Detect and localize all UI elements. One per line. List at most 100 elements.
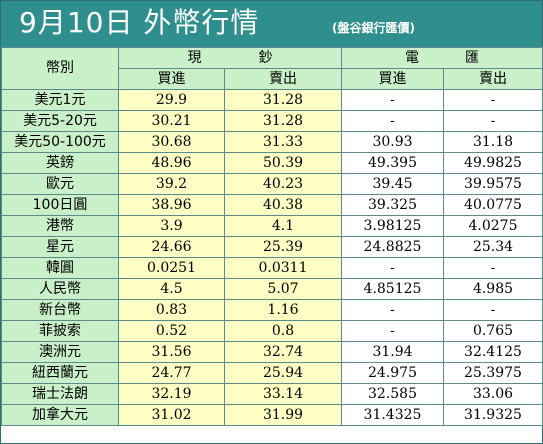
tt-sell-cell: 33.06 xyxy=(443,383,543,405)
rates-table: 幣別 現 鈔 電 匯 買進 賣出 買進 賣出 xyxy=(1,47,543,426)
table-row: 加拿大元 31.02 31.99 31.4325 31.9325 xyxy=(1,404,543,426)
tt-buy-cell: 32.585 xyxy=(341,383,444,405)
tt-buy-cell: 30.93 xyxy=(341,131,444,153)
cash-sell-cell: 4.1 xyxy=(224,215,342,237)
page-title: 9月10日 外幣行情 xyxy=(19,6,260,39)
currency-name-cell: 港幣 xyxy=(1,215,119,237)
table-row: 星元 24.66 25.39 24.8825 25.34 xyxy=(1,236,543,258)
bank-source-label: (盤谷銀行匯價) xyxy=(332,21,415,35)
currency-name-cell: 美元5-20元 xyxy=(1,110,119,132)
table-row: 港幣 3.9 4.1 3.98125 4.0275 xyxy=(1,215,543,237)
table-row: 歐元 39.2 40.23 39.45 39.9575 xyxy=(1,173,543,195)
cash-sell-cell: 31.33 xyxy=(224,131,342,153)
currency-name-cell: 100日圓 xyxy=(1,194,119,216)
cash-sell-header: 賣出 xyxy=(224,68,342,90)
cash-buy-cell: 32.19 xyxy=(118,383,225,405)
cash-buy-cell: 38.96 xyxy=(118,194,225,216)
cash-buy-cell: 30.68 xyxy=(118,131,225,153)
header-row-group: 幣別 現 鈔 電 匯 xyxy=(1,47,543,90)
tt-sell-cell: 40.0775 xyxy=(443,194,543,216)
tt-buy-cell: 31.94 xyxy=(341,341,444,363)
tt-buy-cell: - xyxy=(341,110,444,132)
cash-sell-cell: 32.74 xyxy=(224,341,342,363)
cash-buy-cell: 0.0251 xyxy=(118,257,225,279)
currency-name-cell: 菲披索 xyxy=(1,320,119,342)
tt-buy-cell: - xyxy=(341,299,444,321)
cash-sell-cell: 0.0311 xyxy=(224,257,342,279)
cash-buy-cell: 4.5 xyxy=(118,278,225,300)
table-row: 美元1元 29.9 31.28- - xyxy=(1,89,543,111)
table-row: 美元50-100元 30.68 31.33 30.93 31.18 xyxy=(1,131,543,153)
tt-sell-cell: 31.18 xyxy=(443,131,543,153)
tt-sell-cell: 25.34 xyxy=(443,236,543,258)
currency-name-cell: 歐元 xyxy=(1,173,119,195)
cash-buy-cell: 48.96 xyxy=(118,152,225,174)
tt-buy-cell: 24.8825 xyxy=(341,236,444,258)
tt-buy-cell: - xyxy=(341,257,444,279)
cash-sell-cell: 33.14 xyxy=(224,383,342,405)
tt-sell-cell: 25.3975 xyxy=(443,362,543,384)
tt-buy-cell: 49.395 xyxy=(341,152,444,174)
table-row: 澳洲元 31.56 32.74 31.94 32.4125 xyxy=(1,341,543,363)
tt-sell-cell: 31.9325 xyxy=(443,404,543,426)
tt-sell-cell: 4.985 xyxy=(443,278,543,300)
currency-name-cell: 英鎊 xyxy=(1,152,119,174)
tt-sell-cell: - xyxy=(443,257,543,279)
cash-sell-cell: 40.23 xyxy=(224,173,342,195)
tt-buy-cell: - xyxy=(341,89,444,111)
cash-sell-cell: 25.39 xyxy=(224,236,342,258)
currency-name-cell: 加拿大元 xyxy=(1,404,119,426)
currency-name-cell: 澳洲元 xyxy=(1,341,119,363)
cash-group-char-2: 鈔 xyxy=(258,49,273,66)
tt-sell-cell: 0.765 xyxy=(443,320,543,342)
cash-sell-cell: 25.94 xyxy=(224,362,342,384)
table-row: 瑞士法朗 32.19 33.14 32.585 33.06 xyxy=(1,383,543,405)
tt-sell-header: 賣出 xyxy=(443,68,543,90)
tt-buy-cell: 3.98125 xyxy=(341,215,444,237)
currency-name-cell: 人民幣 xyxy=(1,278,119,300)
tt-sell-cell: - xyxy=(443,89,543,111)
tt-sell-cell: 32.4125 xyxy=(443,341,543,363)
currency-name-cell: 韓圓 xyxy=(1,257,119,279)
tt-sell-cell: - xyxy=(443,299,543,321)
cash-buy-cell: 0.83 xyxy=(118,299,225,321)
cash-buy-cell: 29.9 xyxy=(118,89,225,111)
currency-name-cell: 星元 xyxy=(1,236,119,258)
cash-buy-cell: 0.52 xyxy=(118,320,225,342)
tt-sell-cell: 49.9825 xyxy=(443,152,543,174)
cash-group-header: 現 鈔 xyxy=(118,47,342,69)
currency-name-cell: 美元1元 xyxy=(1,89,119,111)
cash-buy-cell: 30.21 xyxy=(118,110,225,132)
table-row: 美元5-20元 30.21 31.28- - xyxy=(1,110,543,132)
tt-group-char-2: 匯 xyxy=(465,49,479,66)
cash-sell-cell: 31.28 xyxy=(224,89,342,111)
tt-group-char-1: 電 xyxy=(405,49,419,66)
table-row: 英鎊 48.96 50.39 49.395 49.9825 xyxy=(1,152,543,174)
tt-group-header: 電 匯 xyxy=(341,47,543,69)
cash-sell-cell: 50.39 xyxy=(224,152,342,174)
cash-sell-cell: 1.16 xyxy=(224,299,342,321)
tt-buy-cell: 31.4325 xyxy=(341,404,444,426)
currency-name-cell: 新台幣 xyxy=(1,299,119,321)
cash-group-char-1: 現 xyxy=(187,49,202,66)
table-row: 韓圓 0.0251 0.0311- - xyxy=(1,257,543,279)
header-row-sub: 買進 賣出 買進 賣出 xyxy=(2,68,543,90)
cash-buy-cell: 3.9 xyxy=(118,215,225,237)
cash-sell-cell: 5.07 xyxy=(224,278,342,300)
tt-sell-cell: - xyxy=(443,110,543,132)
tt-buy-cell: 39.325 xyxy=(341,194,444,216)
cash-sell-cell: 31.28 xyxy=(224,110,342,132)
cash-buy-cell: 39.2 xyxy=(118,173,225,195)
currency-name-cell: 美元50-100元 xyxy=(1,131,119,153)
cash-sell-cell: 31.99 xyxy=(224,404,342,426)
tt-buy-cell: 4.85125 xyxy=(341,278,444,300)
cash-buy-cell: 31.56 xyxy=(118,341,225,363)
table-row: 人民幣 4.5 5.07 4.85125 4.985 xyxy=(1,278,543,300)
table-row: 100日圓 38.96 40.38 39.325 40.0775 xyxy=(1,194,543,216)
cash-sell-cell: 40.38 xyxy=(224,194,342,216)
tt-buy-cell: - xyxy=(341,320,444,342)
tt-buy-cell: 24.975 xyxy=(341,362,444,384)
cash-sell-cell: 0.8 xyxy=(224,320,342,342)
tt-buy-header: 買進 xyxy=(341,68,444,90)
